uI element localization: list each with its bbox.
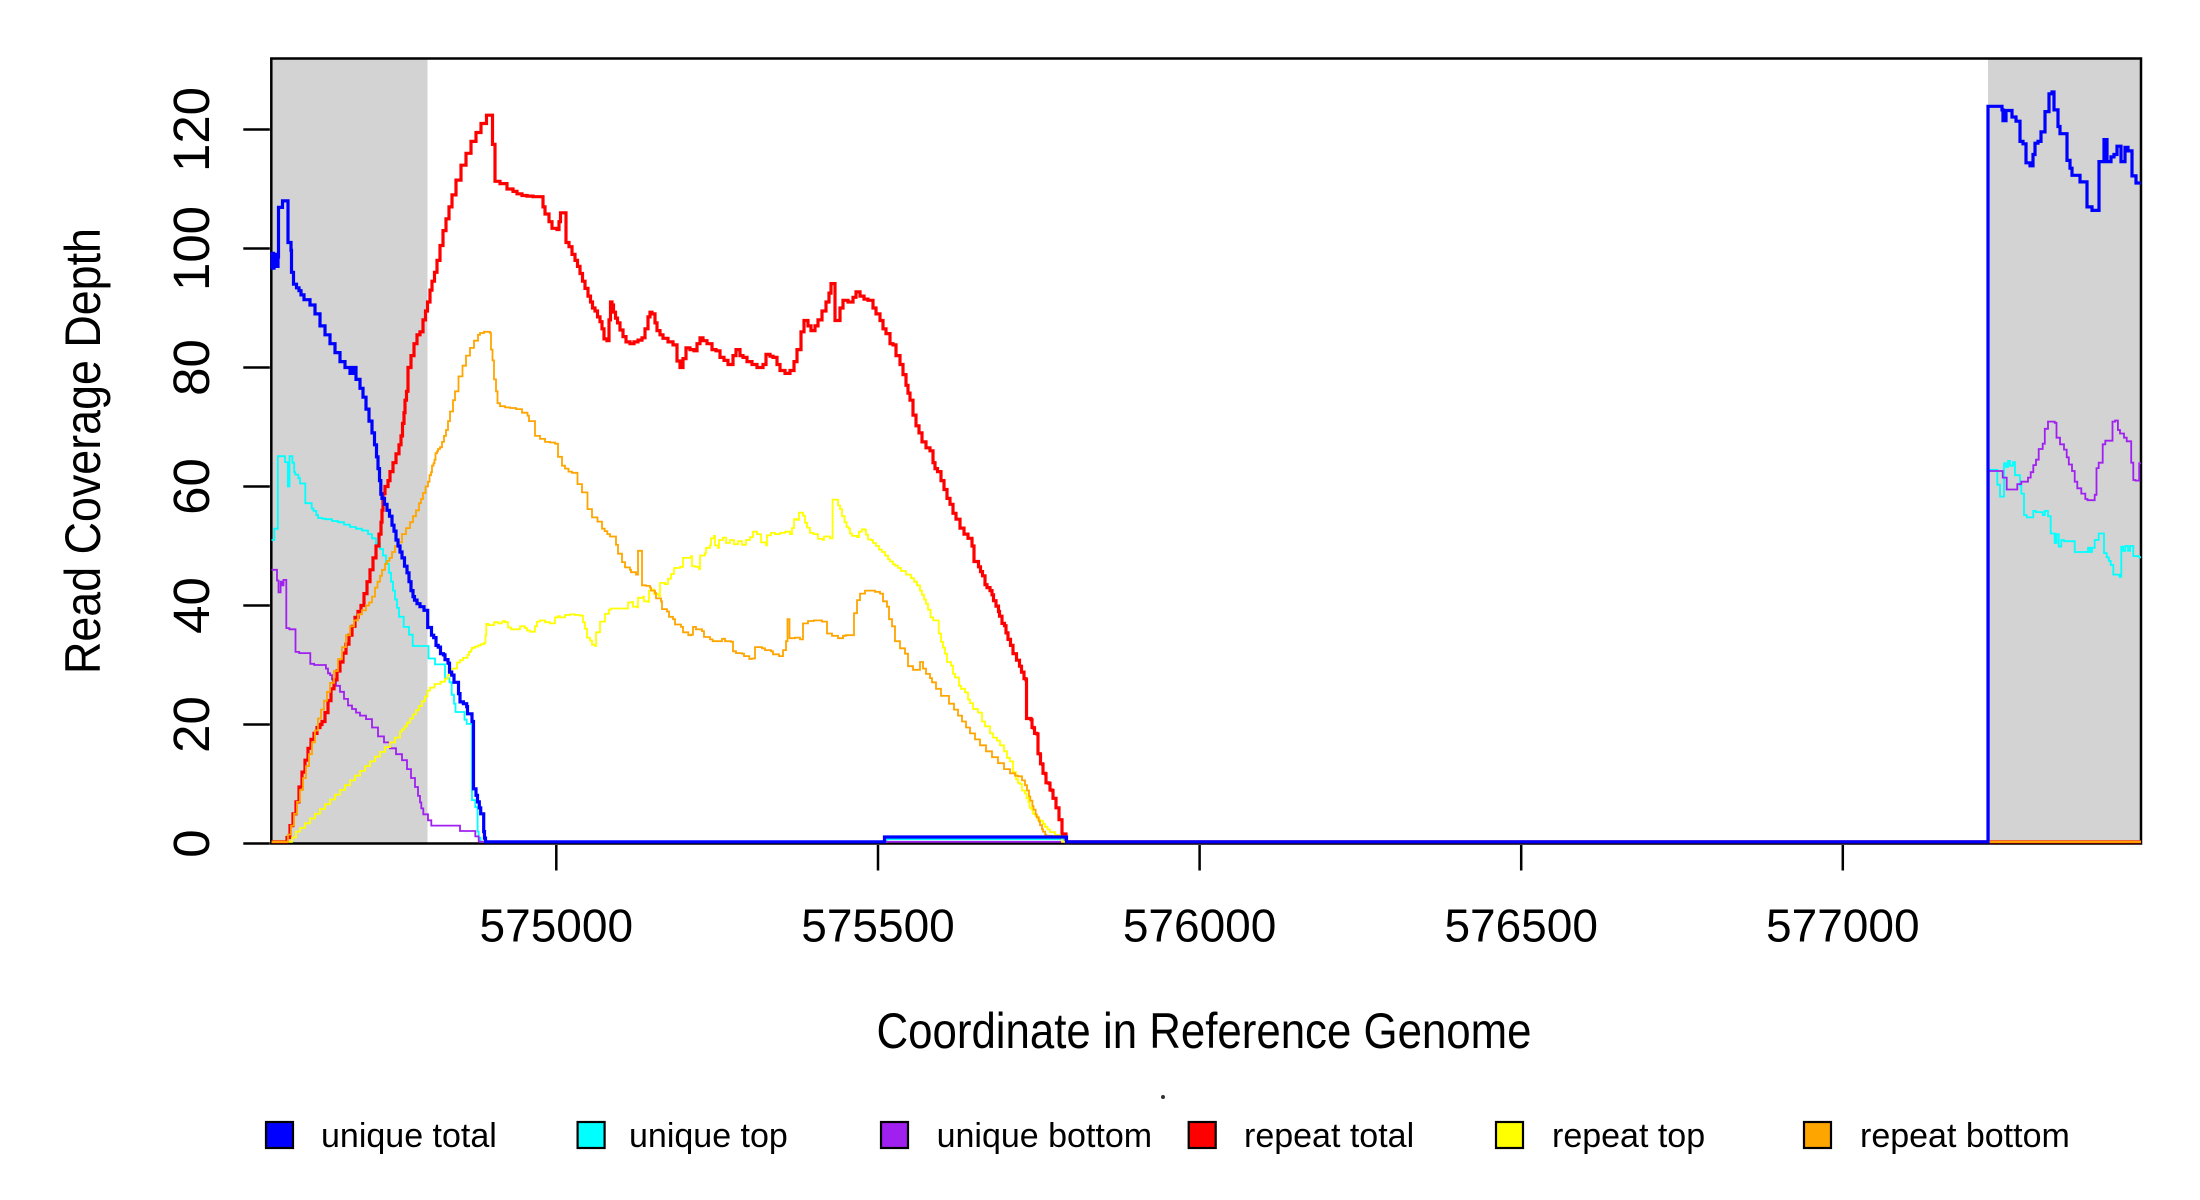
svg-text:60: 60 xyxy=(163,458,220,515)
svg-text:40: 40 xyxy=(163,577,220,634)
svg-text:repeat bottom: repeat bottom xyxy=(1860,1117,2070,1155)
svg-text:Read Coverage Depth: Read Coverage Depth xyxy=(55,228,111,674)
svg-text:80: 80 xyxy=(163,339,220,396)
svg-text:unique bottom: unique bottom xyxy=(937,1117,1153,1155)
svg-text:577000: 577000 xyxy=(1766,900,1920,952)
svg-text:575000: 575000 xyxy=(480,900,634,952)
svg-text:unique top: unique top xyxy=(629,1117,788,1155)
svg-text:0: 0 xyxy=(163,829,220,857)
svg-text:20: 20 xyxy=(163,696,220,753)
svg-text:repeat total: repeat total xyxy=(1244,1117,1414,1155)
svg-text:576000: 576000 xyxy=(1123,900,1277,952)
svg-text:repeat top: repeat top xyxy=(1552,1117,1705,1155)
svg-text:unique total: unique total xyxy=(321,1117,497,1155)
svg-text:120: 120 xyxy=(163,87,220,172)
svg-text:100: 100 xyxy=(163,206,220,291)
svg-text:Coordinate in Reference Genome: Coordinate in Reference Genome xyxy=(877,1003,1532,1059)
svg-text:575500: 575500 xyxy=(801,900,955,952)
svg-text:576500: 576500 xyxy=(1444,900,1598,952)
